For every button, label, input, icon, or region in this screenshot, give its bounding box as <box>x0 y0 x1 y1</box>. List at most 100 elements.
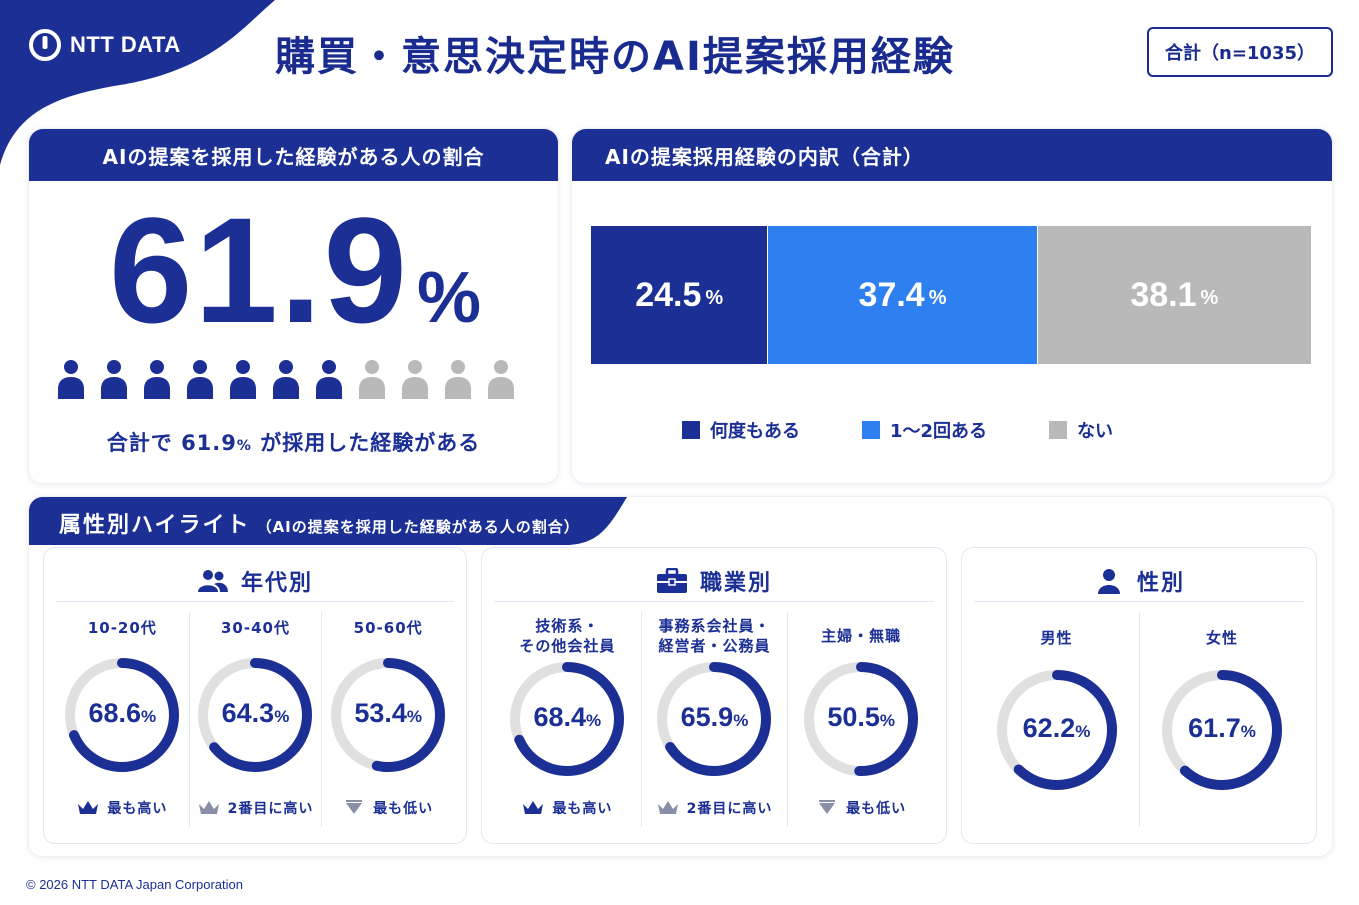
ring-value-arc <box>657 662 772 776</box>
stacked-bar-segment: 24.5% <box>591 226 768 364</box>
age-group-header: 年代別 <box>56 560 454 602</box>
legend-swatch <box>682 421 700 439</box>
ring-value-label: 50.5% <box>827 702 895 732</box>
rank-badge: 最も低い <box>788 798 934 818</box>
ring-column: 女性 61.7% <box>1139 612 1304 827</box>
adoption-breakdown-card-header: AIの提案採用経験の内訳（合計） <box>572 129 1332 181</box>
ring-column: 50-60代 53.4% 最も低い <box>321 612 454 827</box>
ring-value-label: 53.4% <box>354 698 422 728</box>
adoption-breakdown-card: AIの提案採用経験の内訳（合計） 24.5% 37.4% 38.1% 何度もある 1〜… <box>571 128 1333 484</box>
age-group-title: 年代別 <box>240 570 313 596</box>
person-empty-icon <box>402 360 428 399</box>
stacked-bar-unit-label: % <box>705 286 724 309</box>
ring-value-label: 62.2% <box>1022 713 1091 743</box>
ring-category-label: 10-20代 <box>87 619 157 637</box>
ring-category-label: 女性 <box>1205 629 1238 647</box>
rank-badge-label: 最も低い <box>846 801 907 817</box>
briefcase-icon <box>656 567 687 593</box>
person-filled-icon <box>58 360 84 399</box>
gender-group-title: 性別 <box>1136 570 1185 596</box>
section-title: 属性別ハイライト （AIの提案を採用した経験がある人の割合） <box>59 513 580 538</box>
stacked-bar-legend: 何度もある 1〜2回ある ない <box>682 417 1175 443</box>
crown-icon <box>523 801 544 814</box>
crown-icon <box>78 801 99 814</box>
ring-value-label: 68.4% <box>533 702 602 732</box>
person-filled-icon <box>144 360 170 399</box>
stacked-bar-unit-label: % <box>928 286 947 309</box>
adoption-rate-card: AIの提案を採用した経験がある人の割合 61.9 % 合計で 61.9% が採用… <box>28 128 559 484</box>
ring-column: 主婦・無職 50.5% 最も低い <box>787 612 934 827</box>
legend-swatch <box>862 421 880 439</box>
ring-category-label: 技術系・ その他会社員 <box>519 617 616 655</box>
section-title-tab <box>29 497 627 545</box>
ring-chart <box>996 670 1117 790</box>
legend-item: ない <box>1049 417 1113 443</box>
ring-value-label: 61.7% <box>1188 713 1256 743</box>
job-group-title: 職業別 <box>699 570 772 596</box>
ring-chart <box>198 658 313 772</box>
legend-label: 1〜2回ある <box>890 421 988 442</box>
rank-badge-label: 2番目に高い <box>686 801 773 817</box>
ring-category-label: 事務系会社員・ 経営者・公務員 <box>658 617 771 655</box>
legend-label: 何度もある <box>710 421 800 442</box>
ring-category-label: 50-60代 <box>353 619 423 637</box>
header-corner-shape <box>0 0 275 165</box>
triangle-down-icon <box>819 800 836 814</box>
ring-chart <box>331 658 446 772</box>
stacked-bar-value-label: 37.4 <box>858 275 925 314</box>
person-filled-icon <box>187 360 213 399</box>
person-icon <box>1097 568 1120 594</box>
rank-badge-label: 2番目に高い <box>227 801 314 817</box>
ring-chart <box>65 658 180 772</box>
gender-group-header: 性別 <box>974 560 1304 602</box>
page-title: 購買・意思決定時のAI提案採用経験 <box>275 34 955 80</box>
legend-item: 1〜2回ある <box>862 417 987 443</box>
adoption-rate-value: 61.9 <box>109 186 409 354</box>
total-sample-badge: 合計（n=1035） <box>1147 27 1333 77</box>
ring-chart <box>804 662 919 776</box>
ring-value-label: 68.6% <box>88 698 157 728</box>
stacked-bar-unit-label: % <box>1200 286 1219 309</box>
stacked-bar-value-label: 38.1 <box>1130 275 1197 314</box>
job-group-header: 職業別 <box>494 560 934 602</box>
person-empty-icon <box>488 360 514 399</box>
person-filled-icon <box>230 360 256 399</box>
triangle-down-icon <box>346 800 363 814</box>
ring-chart <box>657 662 772 776</box>
rank-badge: 2番目に高い <box>642 798 788 818</box>
rank-badge: 最も高い <box>494 798 641 818</box>
stacked-bar-segment: 38.1% <box>1036 226 1311 364</box>
ring-column: 30-40代 64.3% 2番目に高い <box>188 612 322 827</box>
ntt-logo-icon <box>29 29 61 61</box>
ring-value-arc <box>65 658 180 772</box>
attribute-highlight-section: 属性別ハイライト （AIの提案を採用した経験がある人の割合） 年代別 10-20代… <box>28 496 1333 857</box>
person-filled-icon <box>101 360 127 399</box>
rank-badge: 最も高い <box>56 798 189 818</box>
ring-value-label: 65.9% <box>680 702 749 732</box>
adoption-rate-big-number: 61.9 % <box>109 195 481 345</box>
ring-category-label: 男性 <box>1040 629 1073 647</box>
stacked-bar-value-label: 24.5 <box>635 275 702 314</box>
copyright-footer: © 2026 NTT DATA Japan Corporation <box>26 877 243 892</box>
ring-column: 技術系・ その他会社員 68.4% 最も高い <box>494 612 641 827</box>
crown-icon <box>657 801 678 814</box>
crown-icon <box>198 801 219 814</box>
ring-chart <box>1162 670 1282 790</box>
job-group-panel: 職業別 技術系・ その他会社員 68.4% 最も高い 事務系会社員・ 経営者・公務員 65.… <box>481 547 947 844</box>
adoption-rate-unit: % <box>416 258 481 338</box>
person-empty-icon <box>445 360 471 399</box>
age-group-panel: 年代別 10-20代 68.6% 最も高い 30-40代 64.3% 2番目に高い 50-6… <box>43 547 467 844</box>
stacked-bar: 24.5% 37.4% 38.1% <box>591 226 1311 364</box>
ring-value-arc <box>510 662 625 776</box>
logo-text: NTT DATA <box>70 32 181 57</box>
rank-badge: 最も低い <box>322 798 454 818</box>
legend-item: 何度もある <box>682 417 800 443</box>
adoption-rate-card-header: AIの提案を採用した経験がある人の割合 <box>29 129 558 181</box>
gender-group-panel: 性別 男性 62.2% 女性 61.7% <box>961 547 1317 844</box>
adoption-summary-text: 合計で 61.9% が採用した経験がある <box>106 431 481 455</box>
rank-badge-label: 最も高い <box>107 801 168 817</box>
ring-value-arc <box>804 662 919 776</box>
ring-value-arc <box>198 658 313 772</box>
ring-value-arc <box>331 658 446 772</box>
ring-column: 男性 62.2% <box>974 612 1139 827</box>
